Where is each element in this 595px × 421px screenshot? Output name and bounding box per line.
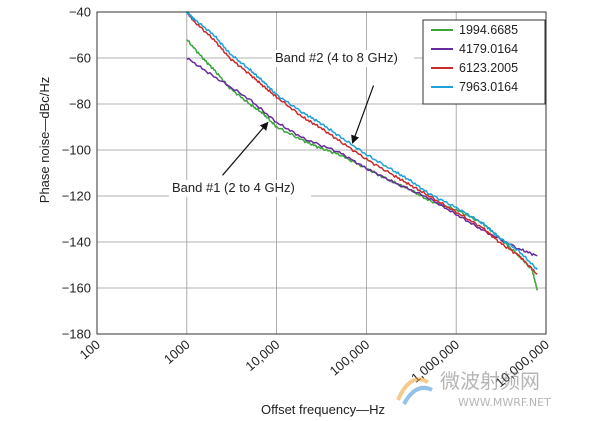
- x-tick-label: 10,000: [242, 337, 282, 374]
- series-line-7963.0164: [186, 11, 538, 271]
- annotation-arrow: [351, 85, 375, 144]
- y-tick-label: −60: [69, 51, 91, 66]
- series-line-4179.0164: [186, 57, 538, 257]
- y-tick-label: −120: [62, 189, 91, 204]
- annotation-label: Band #1 (2 to 4 GHz): [172, 180, 295, 195]
- y-axis-title: Phase noise—dBc/Hz: [37, 77, 52, 203]
- legend-box: [422, 19, 546, 105]
- y-tick-label: −100: [62, 143, 91, 158]
- y-tick-label: −80: [69, 97, 91, 112]
- legend-entry: 7963.0164: [459, 80, 518, 94]
- x-tick-label: 1000: [161, 337, 193, 367]
- legend-entry: 6123.2005: [459, 61, 518, 75]
- y-tick-label: −180: [62, 327, 91, 342]
- legend: 1994.6685 4179.0164 6123.2005 7963.0164: [422, 19, 546, 105]
- x-tick-label: 100,000: [327, 337, 373, 379]
- legend-entry: 1994.6685: [459, 23, 518, 37]
- watermark-url: WWW.MWRF.NET: [458, 396, 551, 409]
- series-layer: [186, 11, 539, 291]
- annotation-layer: Band #2 (4 to 8 GHz) Band #1 (2 to 4 GHz): [169, 50, 414, 197]
- watermark-logo-icon: [396, 377, 433, 405]
- annotation-label-bg: [272, 50, 414, 67]
- y-tick-label: −160: [62, 281, 91, 296]
- plot-frame: [96, 11, 547, 335]
- x-axis-title: Offset frequency—Hz: [261, 402, 385, 417]
- y-tick-label: −140: [62, 235, 91, 250]
- y-tick-labels: −40 −60 −80 −100 −120 −140 −160 −180: [62, 5, 91, 342]
- annotation-label: Band #2 (4 to 8 GHz): [275, 50, 398, 65]
- watermark: 微波射频网 WWW.MWRF.NET: [396, 369, 551, 409]
- y-tick-label: −40: [69, 5, 91, 20]
- watermark-text-cn: 微波射频网: [440, 369, 540, 393]
- annotation-label-bg: [169, 180, 311, 197]
- series-line-6123.2005: [186, 11, 538, 275]
- legend-entry: 4179.0164: [459, 42, 518, 56]
- annotation-arrow: [222, 121, 269, 176]
